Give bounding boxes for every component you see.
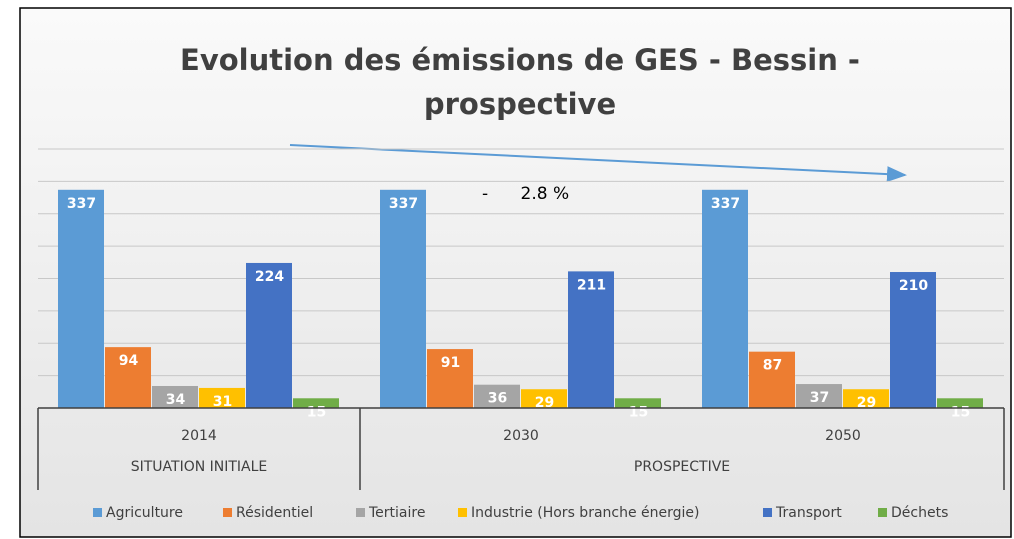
bar [796, 384, 842, 408]
data-label: 94 [119, 353, 139, 369]
data-label: 15 [951, 404, 970, 420]
legend-swatch [356, 508, 365, 517]
legend-swatch [458, 508, 467, 517]
bar [380, 189, 426, 408]
bar [749, 351, 795, 408]
data-label: 37 [810, 390, 829, 406]
legend-label: Transport [775, 505, 842, 521]
data-label: 210 [899, 278, 928, 294]
data-label: 34 [166, 392, 186, 408]
bar [615, 398, 661, 408]
data-label: 224 [255, 269, 284, 285]
bar [521, 389, 567, 408]
bar [58, 189, 104, 408]
x-tick-label: 2014 [181, 428, 217, 444]
bar [890, 272, 936, 408]
bar [427, 349, 473, 408]
data-label: 29 [857, 395, 876, 411]
bar [152, 385, 198, 408]
data-label: 15 [307, 404, 326, 420]
bar [293, 398, 339, 408]
legend-swatch [223, 508, 232, 517]
data-label: 211 [577, 277, 606, 293]
group-label: PROSPECTIVE [634, 459, 730, 475]
legend-label: Agriculture [106, 505, 183, 521]
legend-label: Résidentiel [236, 505, 313, 521]
data-label: 31 [213, 394, 232, 410]
bar [474, 384, 520, 408]
bar [843, 389, 889, 408]
annotation: - 2.8 % [482, 184, 569, 204]
bar [199, 387, 245, 408]
group-label: SITUATION INITIALE [131, 459, 268, 475]
legend-swatch [93, 508, 102, 517]
bar [937, 398, 983, 408]
chart-title: Evolution des émissions de GES - Bessin … [180, 43, 860, 121]
chart-frame [19, 7, 1012, 538]
legend-label: Industrie (Hors branche énergie) [471, 505, 700, 521]
data-label: 337 [711, 196, 740, 212]
legend-swatch [878, 508, 887, 517]
legend-label: Tertiaire [368, 505, 425, 521]
legend-label: Déchets [891, 505, 948, 521]
data-label: 15 [629, 404, 648, 420]
x-tick-label: 2030 [503, 428, 539, 444]
data-label: 29 [535, 395, 554, 411]
x-tick-label: 2050 [825, 428, 861, 444]
trend-arrow [289, 144, 907, 183]
bar [702, 189, 748, 408]
bar [568, 271, 614, 408]
bar [246, 262, 292, 408]
data-label: 87 [763, 358, 782, 374]
data-label: 91 [441, 355, 460, 371]
bar [105, 347, 151, 408]
data-label: 337 [67, 196, 96, 212]
data-label: 337 [389, 196, 418, 212]
legend-swatch [763, 508, 772, 517]
data-label: 36 [488, 391, 507, 407]
